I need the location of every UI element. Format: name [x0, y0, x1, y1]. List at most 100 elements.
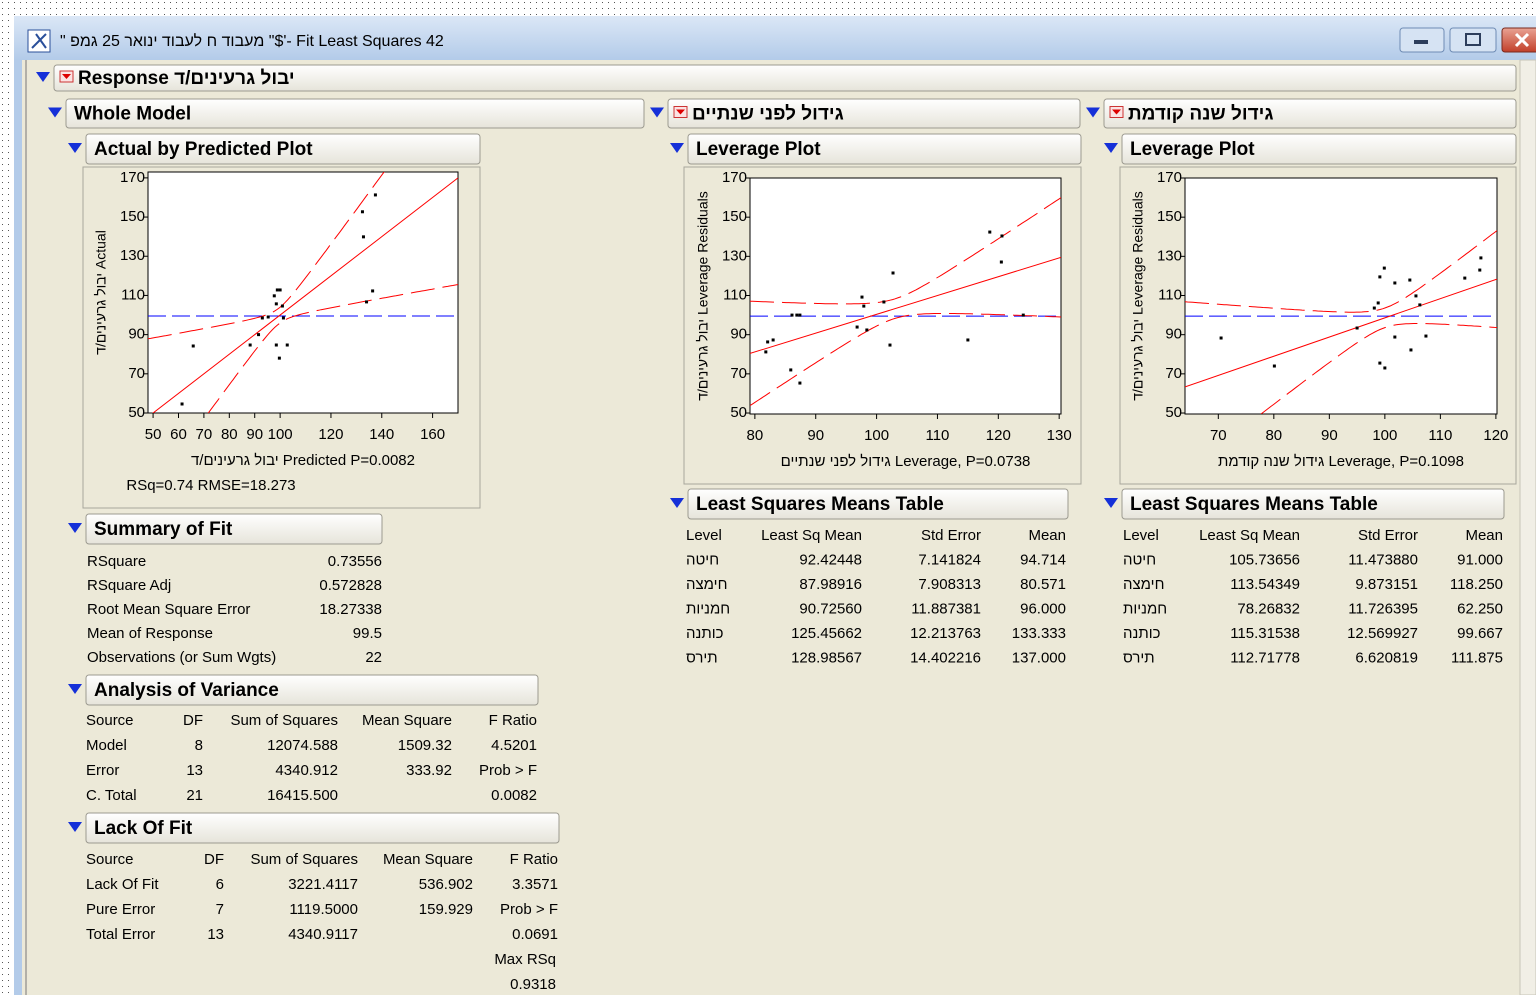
x-tick-label: 80 — [747, 427, 764, 444]
disclosure-triangle[interactable] — [650, 107, 664, 118]
table-cell: 7 — [216, 901, 224, 918]
table-cell: 125.45662 — [791, 625, 862, 642]
options-glyph — [1112, 109, 1121, 115]
y-tick-label: 110 — [723, 286, 747, 303]
close-button[interactable] — [1501, 27, 1536, 53]
data-point — [789, 368, 793, 372]
outline-title: Whole Model — [74, 104, 191, 125]
disclosure-triangle[interactable] — [48, 107, 62, 118]
disclosure-triangle[interactable] — [68, 523, 82, 533]
data-point — [260, 316, 264, 320]
table-cell: 96.000 — [1020, 600, 1066, 617]
table-cell: 6 — [216, 876, 224, 893]
table-cell: 18.27338 — [319, 601, 382, 618]
outline-title: Lack Of Fit — [94, 818, 193, 839]
table-cell: 90.72560 — [799, 600, 862, 617]
data-point — [1000, 234, 1004, 238]
data-point — [790, 313, 794, 317]
disclosure-triangle[interactable] — [1104, 498, 1118, 508]
data-point — [266, 315, 270, 319]
table-cell: 115.31538 — [1230, 625, 1300, 642]
table-cell: 6.620819 — [1355, 649, 1418, 666]
data-point — [1409, 348, 1413, 352]
table-cell: 7.908313 — [918, 576, 981, 593]
outline-header — [85, 674, 539, 706]
y-tick-label: 70 — [1165, 365, 1182, 382]
outline-header — [667, 98, 1081, 129]
table-cell: 118.250 — [1450, 576, 1503, 593]
data-point — [371, 289, 375, 293]
disclosure-triangle[interactable] — [1086, 107, 1100, 118]
y-tick-label: 50 — [730, 404, 747, 421]
table-cell: חימצה — [686, 576, 727, 593]
data-point — [1376, 301, 1380, 305]
maximize-button[interactable] — [1449, 27, 1497, 53]
disclosure-triangle[interactable] — [68, 143, 82, 153]
data-point — [180, 402, 184, 406]
table-cell: 12074.588 — [267, 737, 338, 754]
data-point — [1478, 268, 1482, 272]
x-tick-label: 130 — [1047, 427, 1072, 444]
y-tick-label: 170 — [1157, 169, 1182, 186]
table-cell: 0.9318 — [510, 976, 556, 993]
data-point — [764, 350, 768, 354]
data-point — [1383, 366, 1387, 370]
data-point — [1393, 281, 1397, 285]
y-axis-label: יבול גרעינים/ד Actual — [93, 230, 109, 355]
x-axis-label: יבול גרעינים/ד Predicted P=0.0082 — [191, 452, 415, 469]
data-point — [798, 381, 802, 385]
data-point — [275, 288, 279, 292]
data-point — [860, 295, 864, 299]
table-cell: 1509.32 — [398, 737, 452, 754]
plot-area — [750, 197, 1061, 407]
data-point — [1355, 326, 1359, 330]
disclosure-triangle[interactable] — [68, 822, 82, 832]
outline-header — [85, 812, 560, 844]
x-tick-label: 100 — [864, 427, 889, 444]
outline-title: Least Squares Means Table — [1130, 494, 1378, 515]
data-point — [798, 313, 802, 317]
table-cell: 12.213763 — [910, 625, 981, 642]
x-tick-label: 90 — [807, 427, 824, 444]
disclosure-triangle[interactable] — [670, 143, 684, 153]
table-cell: 159.929 — [419, 901, 473, 918]
disclosure-triangle[interactable] — [68, 684, 82, 694]
x-tick-label: 60 — [170, 426, 187, 443]
fit-line — [1185, 278, 1497, 388]
y-tick-label: 130 — [1157, 247, 1182, 264]
data-point — [1382, 266, 1386, 270]
disclosure-triangle[interactable] — [36, 72, 50, 82]
x-tick-label: 100 — [268, 426, 293, 443]
table-cell: 0.0691 — [512, 926, 558, 943]
disclosure-triangle[interactable] — [670, 498, 684, 508]
table-cell: 112.71778 — [1230, 649, 1300, 666]
column-header: Mean Square — [383, 851, 473, 868]
plot-area — [1185, 230, 1497, 414]
disclosure-triangle[interactable] — [1104, 143, 1118, 153]
data-point — [248, 343, 252, 347]
table-cell: 1119.5000 — [289, 901, 358, 918]
table-cell: חמניות — [686, 600, 730, 617]
table-cell: Mean of Response — [87, 625, 213, 642]
outline-title: Summary of Fit — [94, 519, 233, 540]
data-point — [278, 288, 282, 292]
table-cell: 0.0082 — [491, 787, 537, 804]
table-cell: 91.000 — [1457, 551, 1503, 568]
x-axis-label: גידול שנה קודמת Leverage, P=0.1098 — [1218, 453, 1464, 470]
data-point — [865, 328, 869, 332]
table-cell: חמניות — [1123, 600, 1167, 617]
table-cell: חיטה — [686, 551, 719, 568]
table-cell: 13 — [207, 926, 224, 943]
scrollbar[interactable] — [1519, 59, 1536, 995]
outline-title: גידול לפני שנתיים — [692, 104, 844, 125]
data-point — [274, 343, 278, 347]
y-tick-label: 90 — [128, 326, 145, 343]
table-cell: 13 — [186, 762, 203, 779]
y-tick-label: 110 — [1158, 286, 1182, 303]
table-cell: Observations (or Sum Wgts) — [87, 649, 276, 666]
column-header: Sum of Squares — [250, 851, 358, 868]
outline-title: Response יבול גרעינים/ד — [78, 68, 295, 89]
column-header: Std Error — [1358, 527, 1418, 544]
plot-frame — [1184, 177, 1498, 415]
